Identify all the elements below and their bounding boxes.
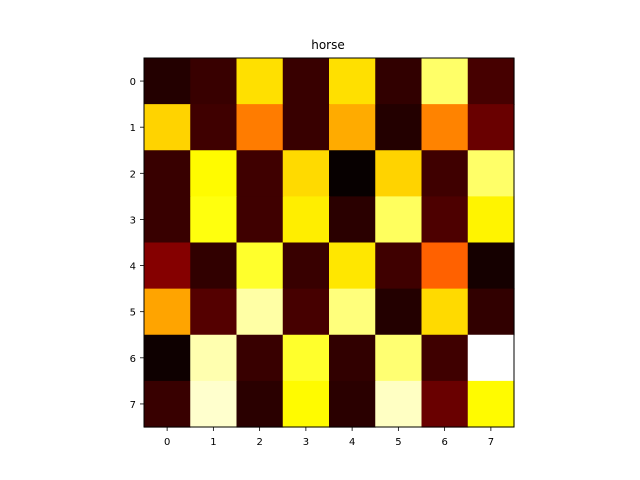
heatmap-cell-5-5 [375,288,423,336]
heatmap-cell-3-6 [421,196,469,244]
heatmap-cell-7-4 [329,380,376,428]
heatmap-cell-3-3 [282,196,330,244]
heatmap-cell-4-1 [190,242,238,290]
y-tick-label: 5 [130,308,136,319]
heatmap-cell-7-6 [421,380,469,428]
heatmap-cell-1-6 [421,104,469,151]
heatmap-cell-3-1 [190,196,238,244]
heatmap-cell-2-5 [375,150,423,197]
heatmap-cell-1-7 [467,104,515,151]
heatmap-cell-5-2 [236,288,284,336]
heatmap-cell-4-7 [467,242,515,290]
heatmap-cell-6-6 [421,334,469,382]
heatmap-cell-2-7 [467,150,515,197]
heatmap-cell-4-5 [375,242,423,290]
heatmap-cell-6-0 [144,334,191,382]
heatmap-cell-4-6 [421,242,469,290]
heatmap-cell-7-1 [190,380,238,428]
x-tick-label: 3 [303,437,309,448]
heatmap-cell-1-1 [190,104,238,151]
x-tick-label: 0 [164,437,170,448]
heatmap-cell-0-4 [329,58,376,105]
heatmap-cell-5-1 [190,288,238,336]
x-axis: 0 1 2 3 4 5 6 7 [164,427,494,448]
heatmap-cell-3-4 [329,196,376,244]
heatmap-cell-6-2 [236,334,284,382]
heatmap-cell-5-4 [329,288,376,336]
heatmap-cell-5-7 [467,288,515,336]
heatmap-cell-3-0 [144,196,191,244]
heatmap-cell-6-7 [467,334,515,382]
x-tick-label: 4 [349,437,355,448]
chart-title: horse [311,38,345,52]
heatmap-cell-0-0 [144,58,191,105]
heatmap-cell-7-0 [144,380,191,428]
y-tick-label: 1 [130,123,136,134]
heatmap-cell-2-1 [190,150,238,197]
heatmap-cell-6-4 [329,334,376,382]
y-tick-label: 7 [130,400,136,411]
x-tick-label: 6 [441,437,447,448]
heatmap-cell-1-0 [144,104,191,151]
heatmap-cell-7-7 [467,380,515,428]
x-tick-label: 5 [395,437,401,448]
heatmap-cell-4-4 [329,242,376,290]
heatmap-cell-1-3 [282,104,330,151]
heatmap-cell-6-5 [375,334,423,382]
y-axis: 0 1 2 3 4 5 6 7 [130,77,144,411]
heatmap-cell-0-1 [190,58,238,105]
heatmap-cell-1-5 [375,104,423,151]
heatmap-cell-7-2 [236,380,284,428]
heatmap-cell-4-0 [144,242,191,290]
heatmap-cell-3-5 [375,196,423,244]
heatmap-cell-0-5 [375,58,423,105]
heatmap-cell-4-2 [236,242,284,290]
heatmap-cell-2-0 [144,150,191,197]
y-tick-label: 4 [130,262,136,273]
y-tick-label: 6 [130,354,136,365]
heatmap-cell-2-6 [421,150,469,197]
heatmap-cell-5-0 [144,288,191,336]
heatmap-cell-7-5 [375,380,423,428]
x-tick-label: 1 [210,437,216,448]
heatmap-cell-0-2 [236,58,284,105]
y-tick-label: 0 [130,77,136,88]
y-tick-label: 3 [130,215,136,226]
heatmap-cell-3-7 [467,196,515,244]
y-tick-label: 2 [130,169,136,180]
heatmap-cell-6-1 [190,334,238,382]
heatmap-cell-4-3 [282,242,330,290]
heatmap-cell-1-4 [329,104,376,151]
heatmap-cell-1-2 [236,104,284,151]
heatmap-cell-2-4 [329,150,376,197]
heatmap-cell-6-3 [282,334,330,382]
x-tick-label: 2 [256,437,262,448]
heatmap-cell-2-2 [236,150,284,197]
heatmap-cell-3-2 [236,196,284,244]
heatmap-cell-2-3 [282,150,330,197]
heatmap-cell-0-3 [282,58,330,105]
plot-frame [143,57,515,428]
x-tick-label: 7 [488,437,494,448]
heatmap-cell-5-6 [421,288,469,336]
heatmap-cell-0-7 [467,58,515,105]
heatmap-cell-0-6 [421,58,469,105]
heatmap-cell-5-3 [282,288,330,336]
heatmap-cell-7-3 [282,380,330,428]
heatmap-cells [144,58,515,428]
